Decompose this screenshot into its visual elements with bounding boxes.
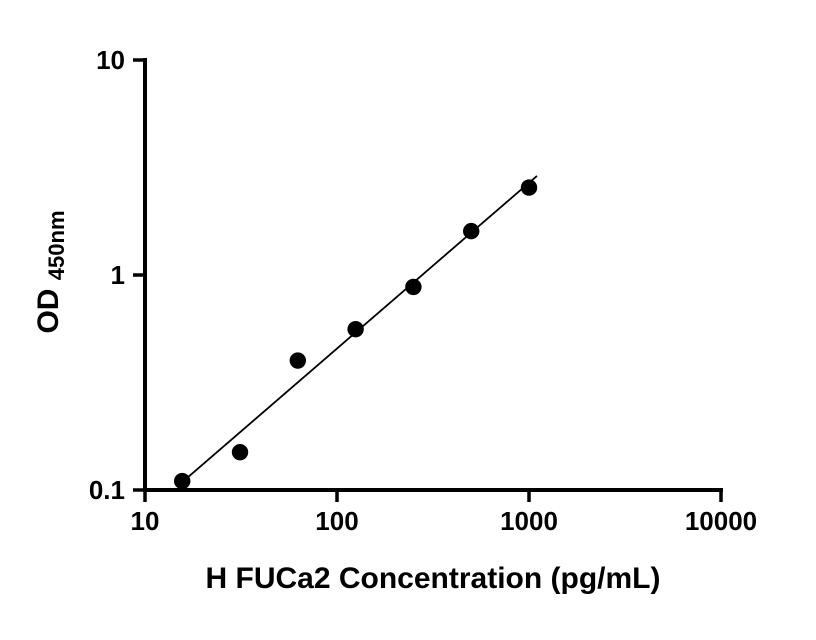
x-tick-label: 10000 (685, 506, 757, 536)
plot-layer: 10 100 1000 10000 0.1 1 10 (89, 45, 757, 536)
y-tick-label: 0.1 (89, 475, 125, 505)
data-point (520, 179, 538, 196)
data-point (289, 352, 307, 369)
y-tick-label: 10 (96, 45, 125, 75)
data-point (405, 278, 422, 296)
data-point (174, 472, 191, 490)
data-point (347, 320, 364, 338)
x-tick-label: 100 (315, 506, 358, 536)
x-axis-title: H FUCa2 Concentration (pg/mL) (206, 562, 661, 595)
y-axis-title: OD 450nm (32, 210, 69, 333)
y-axis-title-sub: 450nm (44, 210, 69, 280)
data-point (231, 443, 249, 461)
y-axis-title-main: OD (32, 289, 65, 334)
x-tick-label: 10 (131, 506, 160, 536)
axes (143, 58, 723, 492)
data-point (463, 222, 480, 240)
x-tick-label: 1000 (500, 506, 558, 536)
y-tick-label: 1 (111, 260, 125, 290)
